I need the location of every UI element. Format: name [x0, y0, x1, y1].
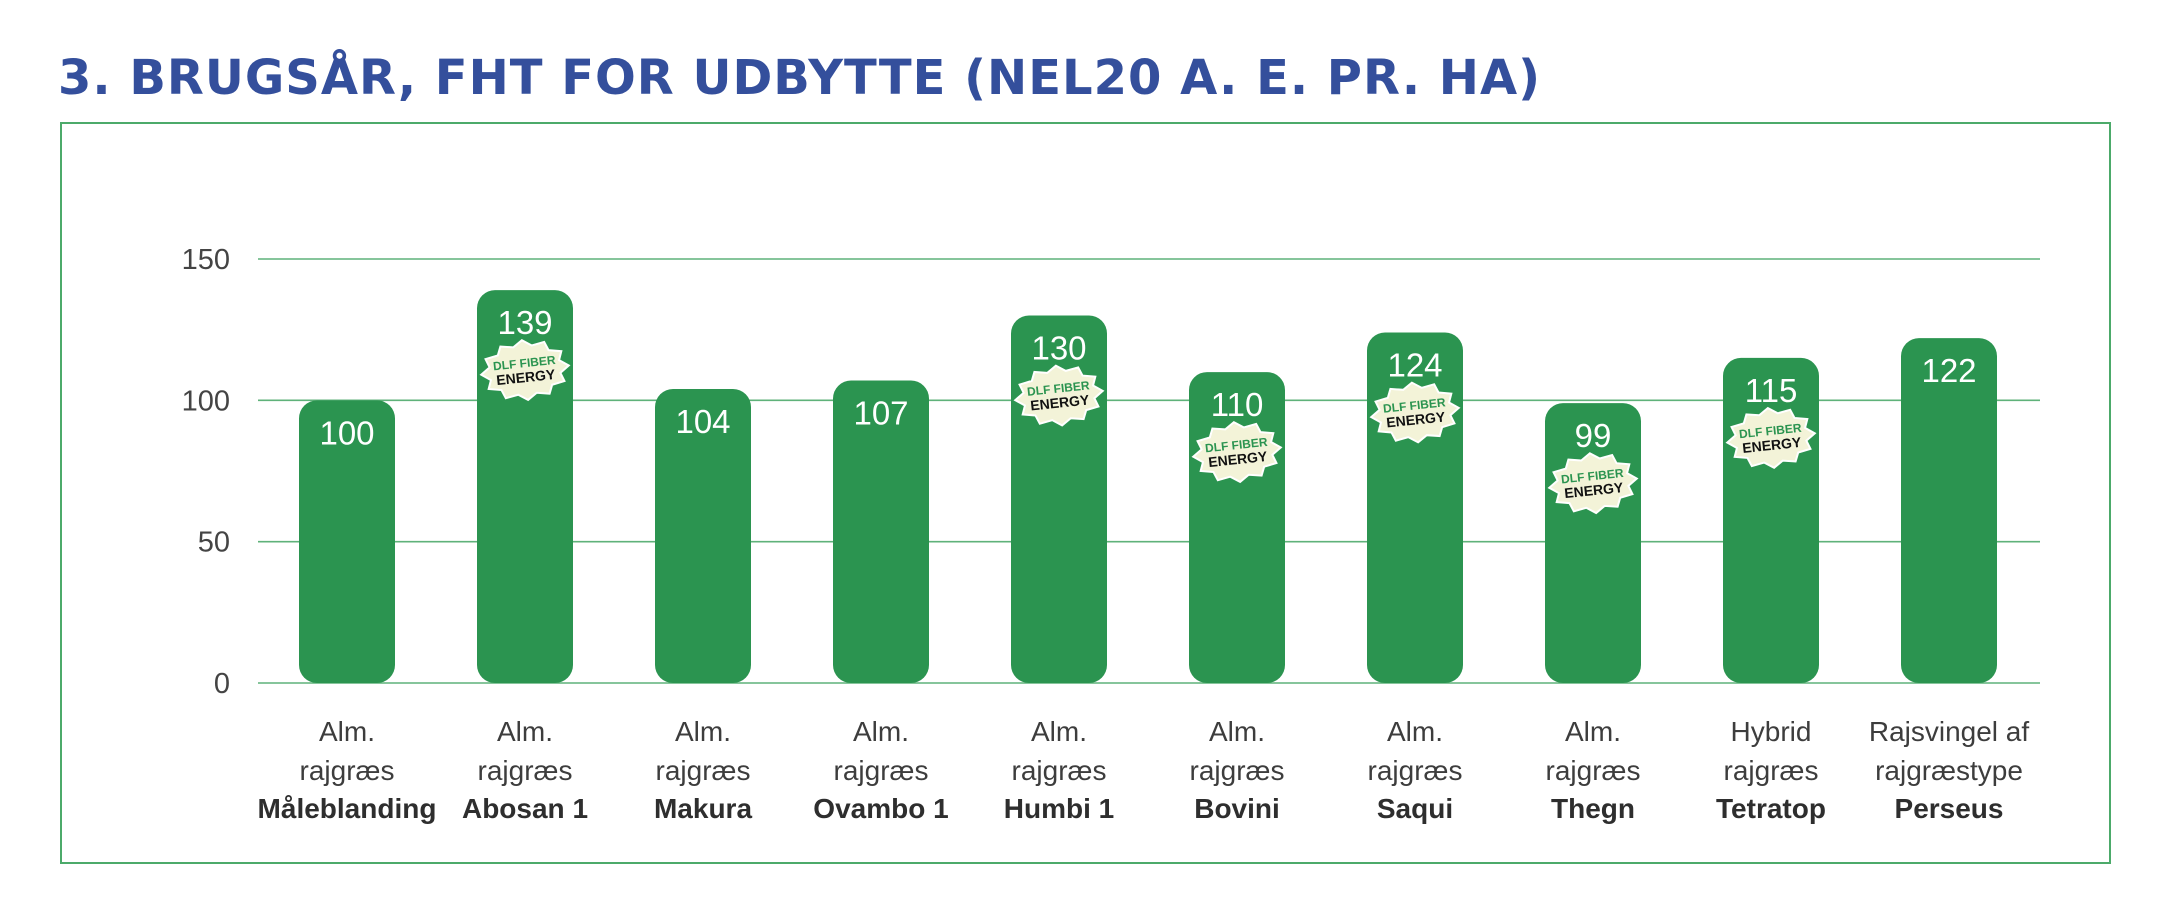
category-label-line2: rajgræs — [834, 755, 929, 786]
category-label-line2: rajgræs — [656, 755, 751, 786]
category-label-line1: Alm. — [1387, 716, 1443, 747]
badge-shape — [1547, 452, 1639, 515]
data-label: 110 — [1211, 386, 1264, 423]
category-label-line2: rajgræs — [478, 755, 573, 786]
badge-text-line2: ENERGY — [1563, 479, 1624, 501]
badge-text-line1: DLF FIBER — [1026, 378, 1090, 399]
badge-text-line1: DLF FIBER — [1204, 435, 1268, 456]
data-label: 115 — [1745, 372, 1798, 409]
badge-text-line1: DLF FIBER — [1738, 421, 1802, 442]
category-name: Thegn — [1551, 793, 1635, 824]
bar — [299, 400, 395, 683]
category-name: Tetratop — [1716, 793, 1826, 824]
category-name: Abosan 1 — [462, 793, 588, 824]
data-label: 124 — [1387, 346, 1442, 383]
data-label: 100 — [319, 414, 374, 451]
badge-shape — [1191, 421, 1283, 484]
category-name: Måleblanding — [258, 793, 437, 824]
category-label-line2: rajgræs — [300, 755, 395, 786]
category-name: Perseus — [1895, 793, 2004, 824]
category-name: Bovini — [1194, 793, 1280, 824]
badge-text-line1: DLF FIBER — [1560, 466, 1624, 487]
bar — [1901, 338, 1997, 683]
y-tick-label: 150 — [182, 244, 230, 276]
category-label-line2: rajgræs — [1190, 755, 1285, 786]
category-label-line2: rajgræs — [1724, 755, 1819, 786]
data-label: 104 — [675, 403, 730, 440]
chart-frame — [60, 122, 2111, 864]
badge-text-line1: DLF FIBER — [492, 353, 556, 374]
data-label: 99 — [1575, 417, 1612, 454]
badge-text-line1: DLF FIBER — [1382, 395, 1446, 416]
category-name: Ovambo 1 — [813, 793, 948, 824]
y-tick-label: 0 — [214, 668, 230, 700]
category-label-line1: Alm. — [675, 716, 731, 747]
category-label-line1: Alm. — [1209, 716, 1265, 747]
category-label-line1: Alm. — [319, 716, 375, 747]
y-tick-label: 50 — [198, 527, 230, 559]
category-label-line1: Alm. — [853, 716, 909, 747]
page-title: 3. BRUGSÅR, FHT FOR UDBYTTE (NEL20 A. E.… — [58, 50, 1542, 106]
data-label: 107 — [853, 395, 908, 432]
badge-text-line2: ENERGY — [495, 366, 556, 388]
badge-shape — [1013, 364, 1105, 427]
category-label-line2: rajgræstype — [1875, 755, 2023, 786]
y-tick-label: 100 — [182, 385, 230, 417]
data-label: 122 — [1921, 352, 1976, 389]
badge-text-line2: ENERGY — [1207, 448, 1268, 470]
badge-text-line2: ENERGY — [1385, 408, 1446, 430]
category-name: Makura — [654, 793, 752, 824]
badge-shape — [1369, 381, 1461, 444]
category-label-line2: rajgræs — [1368, 755, 1463, 786]
badge-shape — [1725, 406, 1817, 469]
data-label: 130 — [1031, 330, 1086, 367]
category-label-line1: Rajsvingel af — [1869, 716, 2030, 747]
category-label-line1: Alm. — [1565, 716, 1621, 747]
data-label: 139 — [497, 304, 552, 341]
bar — [833, 380, 929, 683]
badge-shape — [479, 339, 571, 402]
category-name: Humbi 1 — [1004, 793, 1114, 824]
category-label-line2: rajgræs — [1012, 755, 1107, 786]
category-label-line1: Alm. — [497, 716, 553, 747]
bar — [655, 389, 751, 683]
category-name: Saqui — [1377, 793, 1453, 824]
category-label-line2: rajgræs — [1546, 755, 1641, 786]
category-label-line1: Hybrid — [1731, 716, 1812, 747]
badge-text-line2: ENERGY — [1741, 434, 1802, 456]
category-label-layer: Alm. rajgræs Måleblanding Alm. rajgræs Abosan… — [258, 716, 2030, 824]
category-label-line1: Alm. — [1031, 716, 1087, 747]
badge-text-line2: ENERGY — [1029, 391, 1090, 413]
